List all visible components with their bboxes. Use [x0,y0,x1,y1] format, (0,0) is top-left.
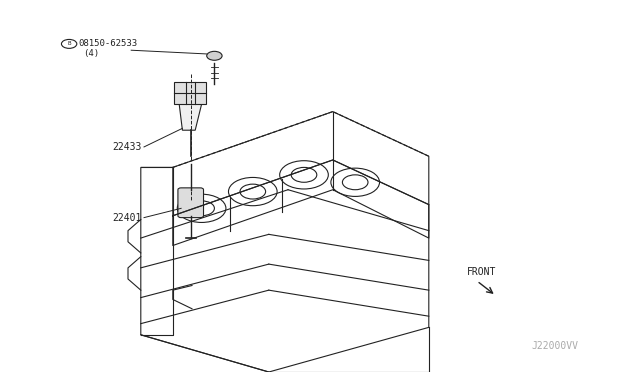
Text: FRONT: FRONT [467,267,497,276]
Circle shape [207,51,222,60]
Polygon shape [179,104,202,130]
Text: 22433: 22433 [112,142,141,152]
Text: (4): (4) [83,49,99,58]
Polygon shape [174,82,206,104]
FancyBboxPatch shape [178,188,204,218]
Text: J22000VV: J22000VV [531,341,578,351]
Text: 08150-62533: 08150-62533 [78,39,137,48]
Text: B: B [67,41,71,46]
Text: 22401: 22401 [112,213,141,222]
